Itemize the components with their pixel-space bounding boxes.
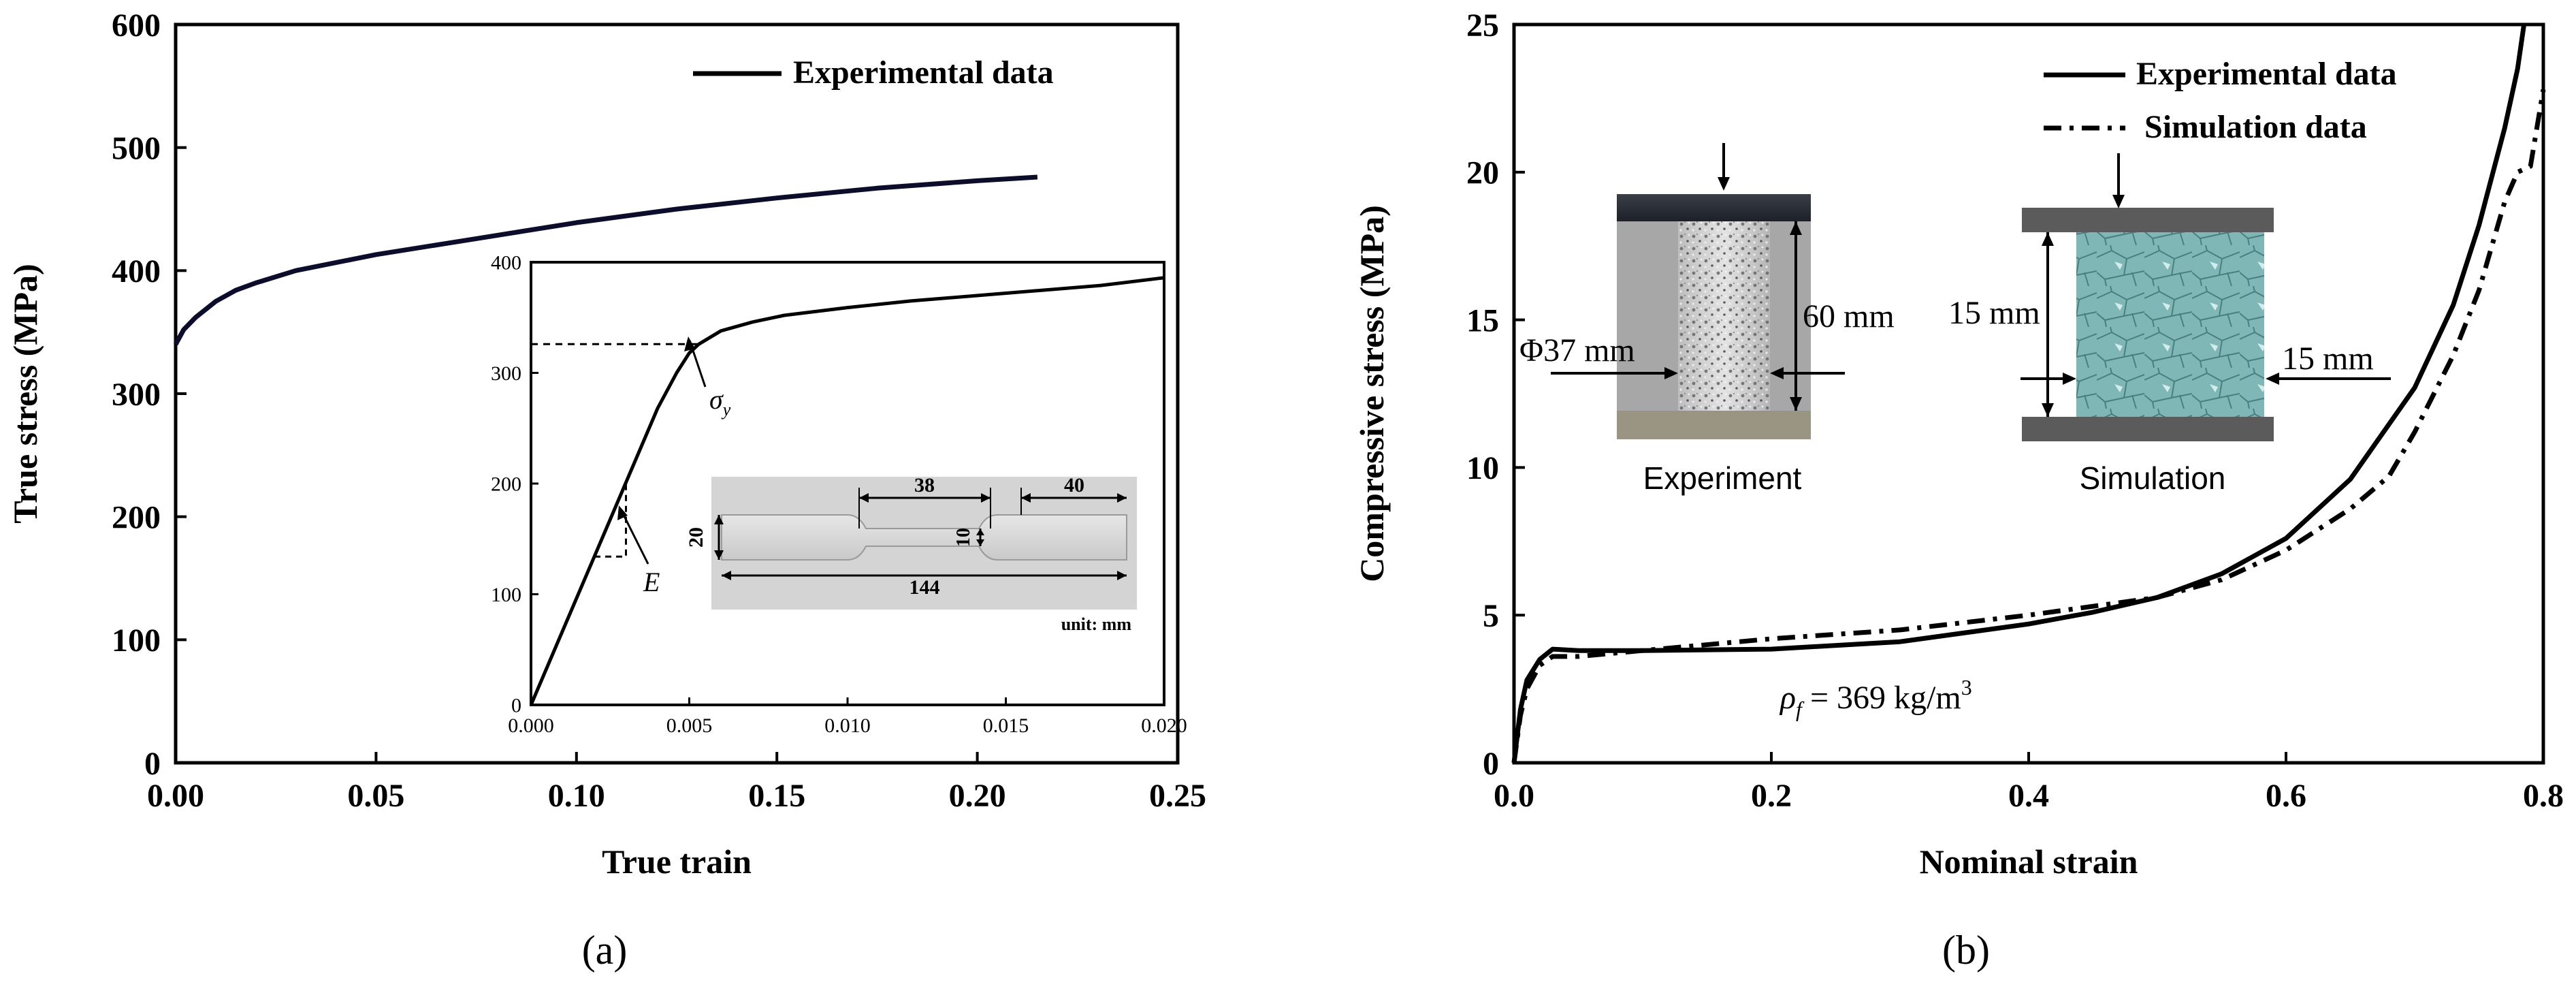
panel-b-x-tick-label: 0.6	[2266, 778, 2306, 814]
legend-a-label: Experimental data	[793, 54, 1054, 91]
dim-20-label: 20	[685, 527, 707, 548]
inset-x-ticks: 0.000 0.005 0.010 0.015 0.020	[508, 697, 1187, 737]
panel-a-x-ticks: 0.00 0.05 0.10 0.15 0.20 0.25	[147, 752, 1206, 814]
panel-a-y-tick-label: 500	[112, 130, 161, 166]
experiment-caption: Experiment	[1643, 460, 1802, 496]
foam-texture	[1678, 221, 1770, 411]
modulus-arrow-head	[617, 505, 628, 520]
panel-a-legend: Experimental data	[693, 54, 1054, 91]
panel-b-y-tick-label: 0	[1483, 746, 1499, 782]
panel-a-y-tick-label: 100	[112, 622, 161, 659]
panel-b-y-tick-label: 20	[1466, 155, 1499, 191]
panel-b-legend: Experimental data Simulation data	[2044, 56, 2397, 145]
panel-a-y-tick-label: 200	[112, 499, 161, 535]
panel-b-x-label: Nominal strain	[1920, 842, 2138, 881]
panel-a-x-label: True train	[602, 842, 752, 881]
simulation-caption: Simulation	[2080, 460, 2226, 496]
dim-10-arrows	[976, 529, 984, 546]
inset-y-tick-label: 300	[491, 362, 521, 385]
series-a-experimental-line	[173, 174, 1038, 346]
panel-a-x-tick-label: 0.10	[548, 778, 605, 814]
simulation-bottom-plate	[2022, 417, 2274, 441]
experiment-height-label: 60 mm	[1803, 298, 1895, 334]
inset-x-tick-label: 0.015	[983, 714, 1029, 737]
dim-20-arrows	[714, 515, 724, 560]
yield-arrow-head	[684, 336, 695, 351]
simulation-left-arrow-head	[2063, 373, 2076, 385]
panel-a-x-tick-label: 0.00	[147, 778, 204, 814]
experiment-load-arrow-head	[1718, 177, 1730, 191]
panel-a-label: (a)	[582, 928, 628, 973]
simulation-foam-cells	[2076, 232, 2264, 417]
panel-b-y-tick-label: 15	[1466, 302, 1499, 338]
inset-y-tick-label: 400	[491, 252, 521, 274]
panel-b-y-tick-label: 25	[1466, 7, 1499, 44]
panel-b-y-ticks: 0 5 10 15 20 25	[1466, 7, 1525, 782]
inset-y-ticks: 0 100 200 300 400	[491, 252, 538, 717]
inset-series	[529, 276, 1165, 706]
dogbone-specimen	[721, 514, 1127, 561]
panel-a-y-tick-label: 600	[112, 7, 161, 44]
panel-a-y-tick-label: 0	[144, 746, 161, 782]
panel-a-x-tick-label: 0.20	[949, 778, 1006, 814]
experiment-diameter-arrow-left	[1664, 367, 1678, 379]
inset-guides	[531, 343, 699, 558]
modulus-arrow-line	[619, 509, 649, 565]
legend-b-label-experimental: Experimental data	[2136, 56, 2397, 92]
modulus-triangle	[594, 482, 627, 558]
yield-stress-label: σy	[709, 384, 731, 420]
dim-38-label: 38	[914, 474, 935, 496]
panel-b-y-label: Compressive stress (MPa)	[1353, 205, 1391, 582]
panel-b-y-tick-label: 10	[1466, 450, 1499, 486]
inset-x-tick-label: 0.000	[508, 714, 554, 737]
experiment-diameter-arrow-right	[1770, 367, 1784, 379]
simulation-inset: 15 mm 15 mm Simulation	[1948, 153, 2391, 496]
simulation-right-arrow-head	[2266, 373, 2279, 385]
simulation-top-plate	[2022, 208, 2274, 232]
panel-a-y-label: True stress (MPa)	[6, 264, 44, 523]
inset-y-tick-label: 100	[491, 584, 521, 606]
panel-a-inset-chart: 0.000 0.005 0.010 0.015 0.020 0100200300400 …	[491, 252, 1187, 738]
simulation-load-arrow-head	[2112, 195, 2125, 208]
panel-b-x-tick-label: 0.0	[1494, 778, 1534, 814]
panel-b-series	[1511, 24, 2546, 763]
panel-a-y-ticks: 0 100 200 300 400 500 600	[112, 7, 187, 782]
panel-a-series	[173, 174, 1038, 346]
series-b-experimental-line	[1511, 24, 2527, 763]
inset-x-tick-label: 0.020	[1141, 714, 1187, 737]
panel-a-y-tick-label: 300	[112, 377, 161, 413]
panel-b-label: (b)	[1942, 928, 1990, 973]
inset-stress-strain-line	[529, 276, 1165, 706]
experiment-inset: 60 mm Φ37 mm Experiment	[1519, 143, 1895, 496]
density-annotation: ρf = 369 kg/m3	[1779, 675, 1972, 721]
panel-b-x-tick-label: 0.2	[1751, 778, 1792, 814]
experiment-diameter-label: Φ37 mm	[1519, 332, 1635, 368]
panel-b-y-tick-label: 5	[1483, 598, 1499, 634]
panel-b-chart: 0.0 0.2 0.4 0.6 0.8 0 5 10 15 20 25 60 mm Φ37 mm …	[1353, 7, 2564, 973]
legend-b-label-simulation: Simulation data	[2144, 109, 2367, 145]
dim-10-label: 10	[953, 528, 974, 547]
unit-label: unit: mm	[1061, 614, 1132, 634]
panel-a-chart: 0.00 0.05 0.10 0.15 0.20 0.25 010020030040050…	[6, 7, 1206, 973]
simulation-width-label: 15 mm	[2282, 341, 2374, 377]
panel-b-x-tick-label: 0.8	[2523, 778, 2564, 814]
inset-x-tick-label: 0.005	[666, 714, 713, 737]
experiment-bottom-plate	[1617, 411, 1811, 439]
inset-y-tick-label: 0	[511, 695, 521, 717]
panel-b-x-tick-label: 0.4	[2008, 778, 2049, 814]
specimen-diagram: 38 40 20 10 144 unit: mm	[685, 474, 1137, 634]
experiment-top-plate	[1617, 194, 1811, 221]
panel-a-x-tick-label: 0.25	[1149, 778, 1206, 814]
panel-a-x-tick-label: 0.05	[347, 778, 404, 814]
panel-a-x-tick-label: 0.15	[748, 778, 805, 814]
dim-144-label: 144	[909, 576, 940, 599]
dim-40-label: 40	[1064, 474, 1084, 496]
simulation-height-label: 15 mm	[1948, 295, 2040, 331]
panel-a-y-tick-label: 400	[112, 253, 161, 289]
inset-x-tick-label: 0.010	[824, 714, 871, 737]
inset-y-tick-label: 200	[491, 473, 521, 496]
modulus-label: E	[643, 567, 660, 597]
